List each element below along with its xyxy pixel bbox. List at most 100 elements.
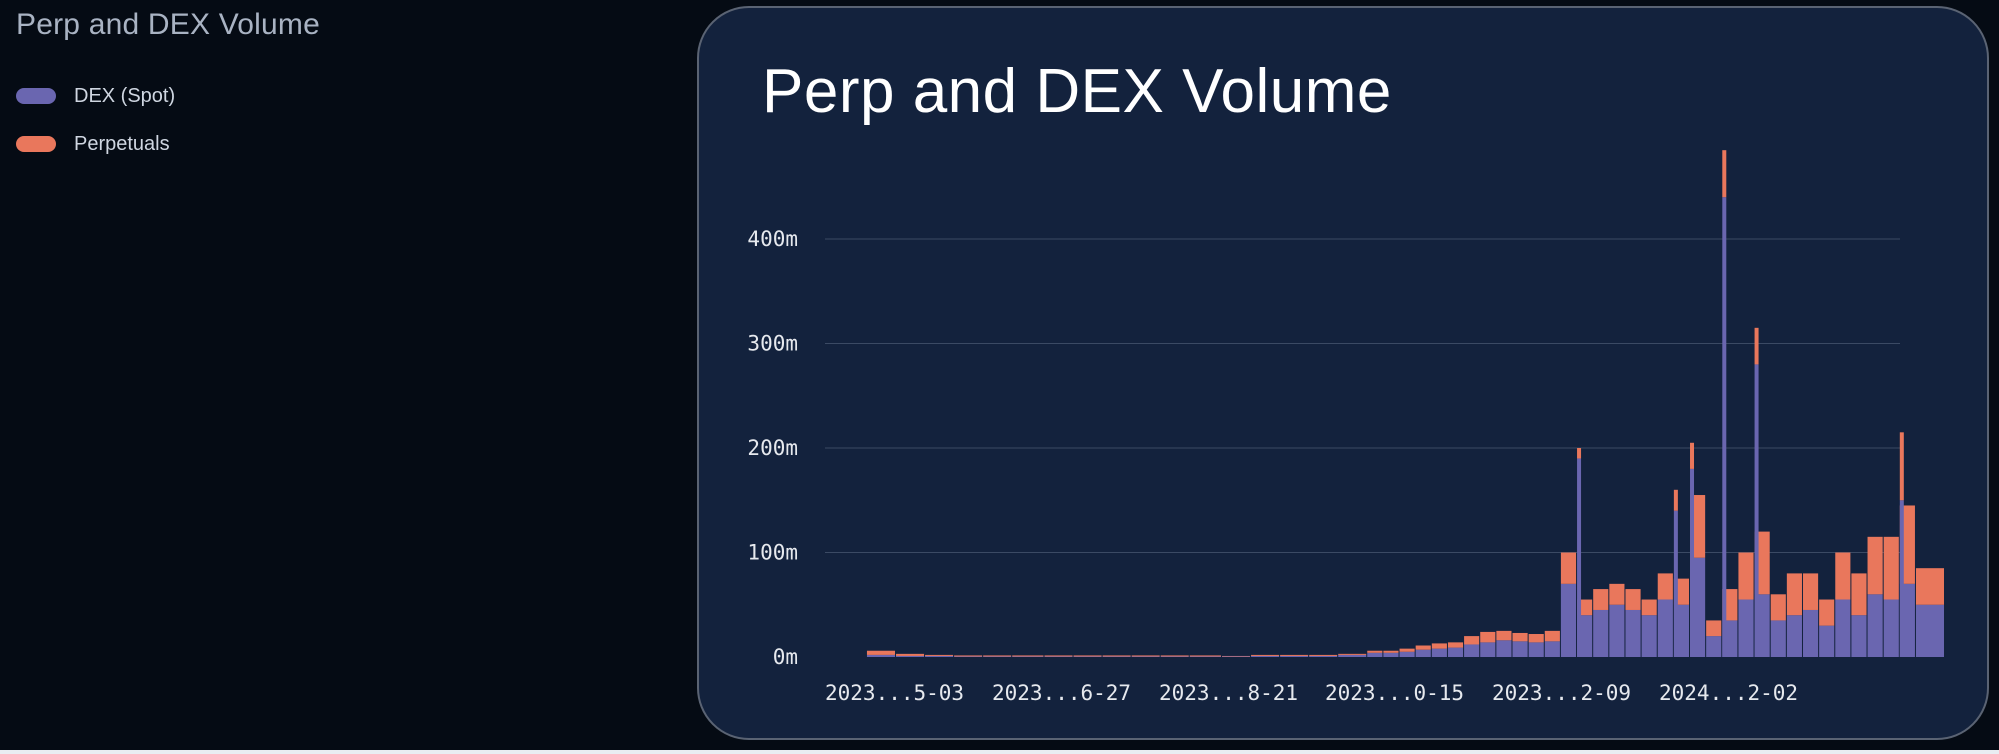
- bar-perp-47: [1851, 573, 1867, 616]
- chart-title: Perp and DEX Volume: [762, 57, 1392, 126]
- bar-dex-0: [866, 654, 896, 657]
- bar-dex-45: [1819, 625, 1835, 657]
- bar-dex-11: [1189, 656, 1222, 657]
- spike-perp-4: [1754, 327, 1759, 365]
- bar-dex-21: [1431, 648, 1447, 657]
- spike-perp-3: [1722, 150, 1727, 198]
- bar-perp-13: [1251, 654, 1280, 656]
- bar-dex-48: [1867, 594, 1883, 657]
- bar-perp-9: [1131, 655, 1160, 657]
- bar-perp-10: [1160, 655, 1189, 657]
- bar-dex-19: [1399, 651, 1415, 657]
- bar-dex-25: [1496, 640, 1512, 657]
- spike-dex-4: [1754, 364, 1759, 657]
- legend-item-dex-spot[interactable]: DEX (Spot): [16, 72, 175, 120]
- bar-dex-49: [1883, 599, 1899, 657]
- bar-dex-27: [1528, 642, 1544, 657]
- bar-perp-27: [1528, 634, 1544, 643]
- bar-dex-10: [1160, 656, 1189, 657]
- bar-perp-35: [1657, 573, 1673, 600]
- bar-perp-18: [1383, 650, 1399, 653]
- bar-perp-49: [1883, 536, 1899, 600]
- x-tick-label-4: 2023...2-09: [1492, 681, 1631, 705]
- bar-perp-14: [1280, 654, 1309, 656]
- spike-dex-5: [1899, 500, 1904, 657]
- bar-perp-24: [1480, 631, 1496, 643]
- bar-perp-0: [866, 650, 896, 655]
- x-tick-label-1: 2023...6-27: [992, 681, 1131, 705]
- bar-dex-47: [1851, 615, 1867, 657]
- bar-dex-32: [1609, 604, 1625, 657]
- bar-perp-22: [1447, 642, 1464, 648]
- bar-dex-9: [1131, 656, 1160, 657]
- bar-perp-28: [1544, 630, 1560, 642]
- bar-dex-20: [1415, 649, 1431, 657]
- bar-dex-33: [1625, 609, 1641, 657]
- bar-perp-33: [1625, 589, 1641, 610]
- bar-perp-5: [1012, 655, 1044, 657]
- bar-perp-8: [1102, 655, 1131, 657]
- bar-dex-23: [1464, 644, 1480, 657]
- y-tick-label-3: 300m: [747, 332, 798, 356]
- y-tick-label-4: 400m: [747, 227, 798, 251]
- bar-dex-31: [1593, 609, 1609, 657]
- bar-perp-4: [983, 655, 1012, 657]
- bar-dex-24: [1480, 642, 1496, 657]
- spike-perp-5: [1899, 432, 1904, 501]
- bar-perp-40: [1738, 552, 1754, 600]
- grid-layer: [825, 238, 1900, 553]
- bar-perp-23: [1464, 636, 1480, 645]
- bar-perp-32: [1609, 583, 1625, 605]
- bar-dex-12: [1222, 656, 1251, 657]
- spike-dex-3: [1722, 197, 1727, 657]
- bar-perp-26: [1512, 632, 1528, 642]
- legend-item-perpetuals[interactable]: Perpetuals: [16, 120, 175, 168]
- legend-label-dex-spot: DEX (Spot): [74, 84, 176, 107]
- x-tick-label-0: 2023...5-03: [825, 681, 964, 705]
- bar-perp-2: [925, 654, 954, 656]
- bar-dex-8: [1102, 656, 1131, 657]
- bar-perp-34: [1641, 599, 1657, 616]
- bar-perp-51: [1915, 568, 1944, 605]
- bar-perp-11: [1189, 655, 1222, 657]
- bar-dex-40: [1738, 599, 1754, 657]
- spike-perp-2: [1690, 442, 1695, 469]
- legend: DEX (Spot) Perpetuals: [16, 72, 175, 168]
- bar-perp-45: [1819, 599, 1835, 626]
- bar-perp-17: [1367, 650, 1383, 653]
- bar-perp-44: [1802, 573, 1819, 610]
- bar-dex-38: [1706, 636, 1722, 657]
- bar-dex-13: [1251, 655, 1280, 657]
- x-axis-ticks: 2023...5-03 2023...6-27 2023...8-21 2023...…: [825, 681, 1798, 705]
- bar-perp-1: [896, 653, 925, 656]
- x-tick-label-3: 2023...0-15: [1325, 681, 1464, 705]
- bar-perp-43: [1786, 573, 1802, 616]
- legend-label-perpetuals: Perpetuals: [74, 132, 170, 155]
- bar-perp-12: [1222, 655, 1251, 657]
- bar-perp-29: [1560, 552, 1577, 584]
- spike-perp-1: [1673, 489, 1678, 511]
- bar-perp-16: [1338, 653, 1367, 655]
- bar-dex-28: [1544, 641, 1560, 657]
- bar-perp-20: [1415, 645, 1431, 650]
- bar-dex-3: [954, 656, 983, 657]
- bar-dex-6: [1044, 656, 1073, 657]
- bar-perp-46: [1835, 552, 1851, 600]
- bar-dex-7: [1073, 656, 1102, 657]
- bar-dex-42: [1770, 620, 1786, 657]
- page-title: Perp and DEX Volume: [16, 8, 320, 41]
- bar-dex-1: [896, 655, 925, 657]
- bar-dex-43: [1786, 615, 1802, 657]
- y-tick-label-1: 100m: [747, 541, 798, 565]
- bar-dex-26: [1512, 641, 1528, 657]
- bar-perp-25: [1496, 630, 1512, 641]
- legend-swatch-dex-spot: [16, 88, 56, 104]
- spike-perp-0: [1577, 448, 1582, 459]
- bar-layer: [866, 150, 1944, 657]
- bar-dex-46: [1835, 599, 1851, 657]
- bar-perp-3: [954, 655, 983, 657]
- bar-perp-15: [1309, 654, 1338, 656]
- bar-dex-5: [1012, 656, 1044, 657]
